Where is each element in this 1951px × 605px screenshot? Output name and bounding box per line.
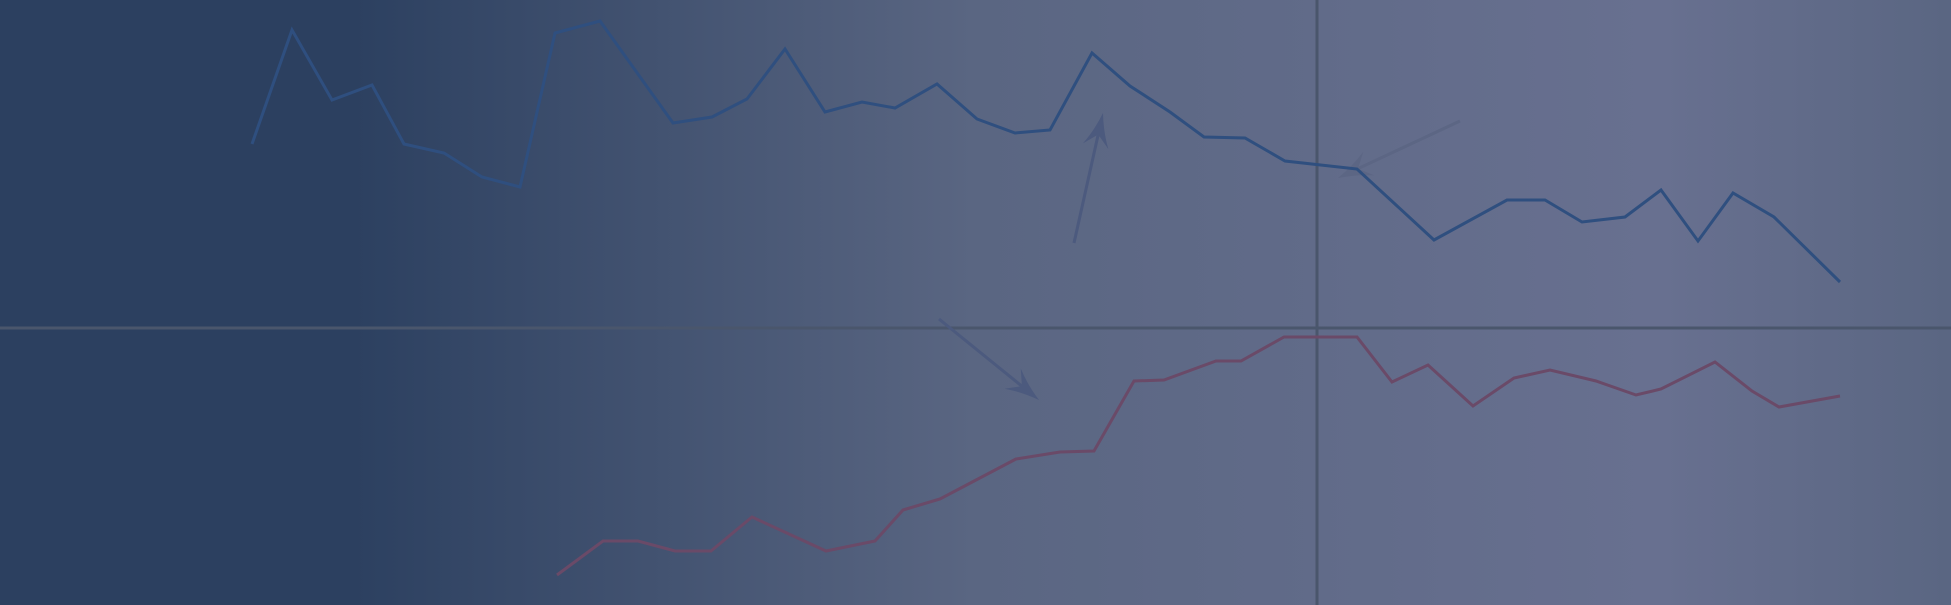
arrow-head bbox=[1082, 113, 1109, 149]
arrow-shaft bbox=[1357, 119, 1461, 171]
annotation-arrow-2 bbox=[1338, 119, 1461, 178]
annotations bbox=[938, 113, 1461, 400]
annotation-arrow-1 bbox=[1072, 113, 1109, 244]
series-2-line bbox=[556, 335, 1841, 577]
series-lines bbox=[250, 19, 1842, 577]
arrow-shaft bbox=[938, 317, 1023, 388]
arrow-shaft bbox=[1072, 134, 1100, 244]
annotation-arrow-3 bbox=[938, 317, 1039, 400]
arrow-head bbox=[1338, 151, 1375, 178]
series-1-line bbox=[250, 19, 1842, 284]
arrow-head bbox=[1004, 368, 1039, 400]
